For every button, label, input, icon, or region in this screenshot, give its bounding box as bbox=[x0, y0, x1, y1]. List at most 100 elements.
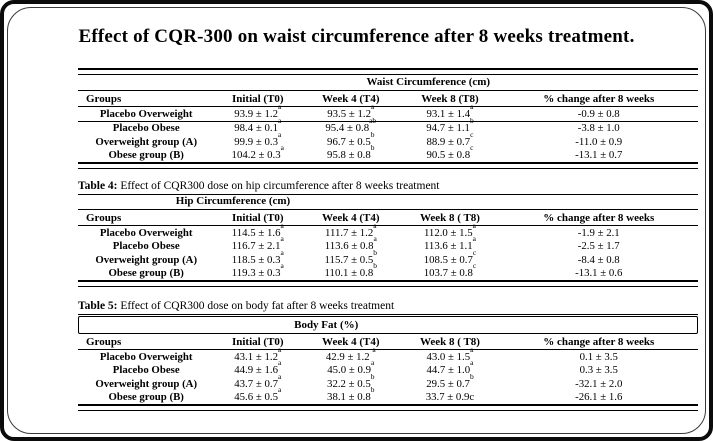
group-name-cell: Placebo Overweight bbox=[99, 226, 193, 239]
pct-change-cell: -1.9 ± 2.1 bbox=[577, 226, 620, 239]
column-header-week8: Week 8 ( T8) bbox=[419, 211, 480, 224]
value-cell: 99.9 ± 0.3a bbox=[234, 129, 282, 148]
column-header-week4: Week 4 (T4) bbox=[322, 335, 380, 348]
column-header-groups: Groups bbox=[86, 92, 122, 105]
group-name-cell: Overweight group (A) bbox=[95, 253, 198, 266]
waist-circumference-table: Waist Circumference (cm) Groups Initial … bbox=[78, 68, 698, 169]
value-cell: 96.7 ± 0.5b bbox=[327, 129, 375, 148]
value-cell: 88.9 ± 0.7c bbox=[426, 129, 474, 148]
table4-caption: Table 4: Effect of CQR300 dose on hip ci… bbox=[78, 180, 698, 195]
group-name-cell: Obese group (B) bbox=[108, 149, 184, 162]
value-cell: 119.3 ± 0.3a bbox=[231, 261, 284, 280]
value-cell: 110.1 ± 0.8b bbox=[324, 261, 378, 280]
table-bottom-rule bbox=[78, 280, 698, 287]
pct-change-cell: 0.1 ± 3.5 bbox=[579, 350, 618, 363]
value-cell: 108.5 ± 0.7c bbox=[423, 247, 477, 266]
group-name-cell: Placebo Obese bbox=[112, 122, 180, 135]
table5-caption: Table 5: Effect of CQR300 dose on body f… bbox=[78, 300, 698, 315]
spanner-label: Body Fat (%) bbox=[294, 318, 359, 331]
value-cell: 45.0 ± 0.9a bbox=[327, 358, 375, 377]
pct-change-cell: -13.1 ± 0.6 bbox=[575, 267, 623, 280]
hip-header-row: Groups Initial (T0) Week 4 (T4) Week 8 (… bbox=[78, 210, 698, 226]
value-cell: 114.5 ± 1.6a bbox=[231, 220, 284, 239]
value-cell: 116.7 ± 2.1a bbox=[231, 234, 284, 253]
value-cell: 29.5 ± 0.7b bbox=[426, 371, 474, 390]
group-name-cell: Placebo Obese bbox=[112, 240, 180, 253]
table-row: Obese group (B) 119.3 ± 0.3a 110.1 ± 0.8… bbox=[78, 261, 698, 281]
waist-spanner-row: Waist Circumference (cm) bbox=[78, 75, 698, 91]
column-header-week8: Week 8 ( T8) bbox=[419, 335, 480, 348]
value-cell: 33.7 ± 0.9c bbox=[425, 391, 475, 404]
hip-spanner-row: Hip Circumference (cm) bbox=[78, 194, 698, 210]
value-cell: 113.6 ± 0.8a bbox=[324, 234, 377, 253]
table-row: Placebo Overweight 93.9 ± 1.2a 93.5 ± 1.… bbox=[78, 101, 698, 122]
value-cell: 112.0 ± 1.5a bbox=[423, 220, 476, 239]
value-cell: 44.9 ± 1.6a bbox=[234, 358, 282, 377]
group-name-cell: Placebo Overweight bbox=[99, 350, 193, 363]
value-cell: 115.7 ± 0.5b bbox=[324, 247, 378, 266]
value-cell: 42.9 ± 1.2 a bbox=[325, 344, 376, 363]
bodyfat-header-row: Groups Initial (T0) Week 4 (T4) Week 8 (… bbox=[78, 334, 698, 350]
pct-change-cell: -3.8 ± 1.0 bbox=[577, 122, 620, 135]
pct-change-cell: -8.4 ± 0.8 bbox=[577, 253, 620, 266]
group-name-cell: Obese group (B) bbox=[108, 391, 184, 404]
group-name-cell: Obese group (B) bbox=[108, 267, 184, 280]
group-name-cell: Overweight group (A) bbox=[95, 135, 198, 148]
column-header-initial: Initial (T0) bbox=[231, 92, 284, 105]
column-header-pct-change: % change after 8 weeks bbox=[543, 211, 655, 224]
column-header-week4: Week 4 (T4) bbox=[322, 92, 380, 105]
body-fat-table: Body Fat (%) Groups Initial (T0) Week 4 … bbox=[78, 314, 698, 411]
group-name-cell: Placebo Obese bbox=[112, 364, 180, 377]
value-cell: 43.1 ± 1.2a bbox=[234, 344, 282, 363]
table-row: Placebo Overweight 43.1 ± 1.2a 42.9 ± 1.… bbox=[78, 344, 698, 364]
column-header-groups: Groups bbox=[86, 335, 122, 348]
table-bottom-rule bbox=[78, 404, 698, 411]
value-cell: 43.0 ± 1.5a bbox=[426, 344, 474, 363]
value-cell: 43.7 ± 0.7a bbox=[234, 371, 282, 390]
value-cell: 90.5 ± 0.8c bbox=[426, 143, 474, 162]
value-cell: 95.4 ± 0.8ab bbox=[325, 116, 377, 135]
value-cell: 38.1 ± 0.8b bbox=[327, 385, 375, 404]
table-bottom-rule bbox=[78, 162, 698, 169]
spanner-label: Waist Circumference (cm) bbox=[366, 76, 491, 88]
pct-change-cell: -32.1 ± 2.0 bbox=[575, 377, 623, 390]
pct-change-cell: -13.1 ± 0.7 bbox=[575, 149, 623, 162]
pct-change-cell: -11.0 ± 0.9 bbox=[575, 135, 623, 148]
value-cell: 32.2 ± 0.5b bbox=[327, 371, 375, 390]
column-header-week4: Week 4 (T4) bbox=[322, 211, 380, 224]
value-cell: 113.6 ± 1.1a bbox=[423, 234, 476, 253]
value-cell: 111.7 ± 1.2a bbox=[324, 220, 377, 239]
value-cell: 118.5 ± 0.3a bbox=[231, 247, 284, 266]
value-cell: 104.2 ± 0.3a bbox=[231, 143, 285, 162]
pct-change-cell: -2.5 ± 1.7 bbox=[577, 240, 620, 253]
column-header-week8: Week 8 (T8) bbox=[421, 92, 479, 105]
column-header-pct-change: % change after 8 weeks bbox=[543, 92, 655, 105]
hip-circumference-table: Hip Circumference (cm) Groups Initial (T… bbox=[78, 194, 698, 287]
column-header-initial: Initial (T0) bbox=[231, 335, 284, 348]
value-cell: 93.1 ± 1.4a bbox=[426, 101, 474, 120]
value-cell: 94.7 ± 1.1b bbox=[426, 116, 474, 135]
group-name-cell: Placebo Overweight bbox=[99, 107, 193, 120]
column-header-pct-change: % change after 8 weeks bbox=[543, 335, 655, 348]
table-top-rule bbox=[78, 68, 698, 75]
value-cell: 93.5 ± 1.2a bbox=[327, 101, 375, 120]
value-cell: 45.6 ± 0.5a bbox=[234, 385, 282, 404]
value-cell: 95.8 ± 0.8b bbox=[327, 143, 375, 162]
table-row: Placebo Obese 44.9 ± 1.6a 45.0 ± 0.9a 44… bbox=[78, 358, 698, 378]
value-cell: 103.7 ± 0.8c bbox=[423, 261, 477, 280]
table-row: Placebo Overweight 114.5 ± 1.6a 111.7 ± … bbox=[78, 220, 698, 240]
pct-change-cell: -26.1 ± 1.6 bbox=[575, 391, 623, 404]
table-row: Obese group (B) 45.6 ± 0.5a 38.1 ± 0.8b … bbox=[78, 385, 698, 405]
table-row: Placebo Obese 98.4 ± 0.1a 95.4 ± 0.8ab 9… bbox=[78, 116, 698, 136]
table-row: Overweight group (A) 43.7 ± 0.7a 32.2 ± … bbox=[78, 371, 698, 391]
table-row: Overweight group (A) 118.5 ± 0.3a 115.7 … bbox=[78, 247, 698, 267]
table-row: Overweight group (A) 99.9 ± 0.3a 96.7 ± … bbox=[78, 129, 698, 149]
value-cell: 93.9 ± 1.2a bbox=[234, 101, 282, 120]
waist-header-row: Groups Initial (T0) Week 4 (T4) Week 8 (… bbox=[78, 91, 698, 107]
pct-change-cell: 0.3 ± 3.5 bbox=[579, 364, 618, 377]
column-header-initial: Initial (T0) bbox=[231, 211, 284, 224]
value-cell: 44.7 ± 1.0a bbox=[426, 358, 474, 377]
column-header-groups: Groups bbox=[86, 211, 122, 224]
bodyfat-spanner-box: Body Fat (%) bbox=[78, 316, 698, 334]
